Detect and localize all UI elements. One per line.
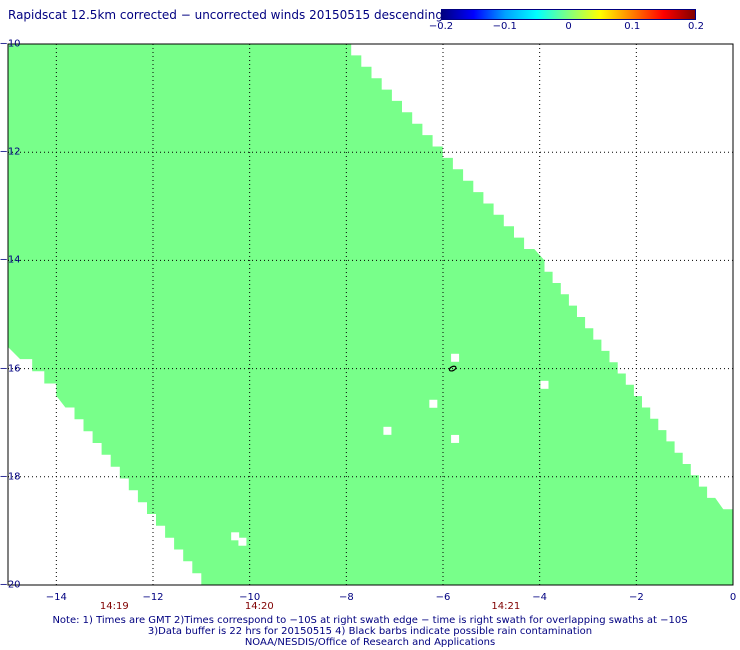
lon-tick-label: −4 <box>532 592 548 603</box>
colorbar-tick-label: −0.2 <box>428 21 454 32</box>
note-line-3: NOAA/NESDIS/Office of Research and Appli… <box>244 637 496 648</box>
lon-tick-label: −10 <box>239 592 261 603</box>
time-label: 14:21 <box>491 601 521 612</box>
missing-data-cell <box>231 532 240 541</box>
swath-layer <box>8 44 733 585</box>
lon-tick-label: −12 <box>142 592 164 603</box>
missing-data-cell <box>451 353 460 362</box>
lon-tick-label: −14 <box>45 592 67 603</box>
colorbar-tick-label: −0.1 <box>492 21 517 32</box>
lat-tick-label: −20 <box>0 579 21 591</box>
map-frame <box>7 43 734 586</box>
colorbar-tick-label: 0 <box>565 21 572 32</box>
colorbar-tick-label: 0.2 <box>688 21 704 32</box>
wind-swath <box>8 44 733 585</box>
lat-tick-label: −10 <box>0 38 21 50</box>
colorbar <box>441 9 696 20</box>
missing-data-cell <box>540 380 549 389</box>
missing-data-cell <box>383 426 392 435</box>
lon-tick-label: 0 <box>729 592 737 603</box>
note-line-1: Note: 1) Times are GMT 2)Times correspon… <box>52 615 688 626</box>
map-title: Rapidscat 12.5km corrected − uncorrected… <box>8 8 443 22</box>
time-label: 14:20 <box>244 601 274 612</box>
lon-tick-label: −2 <box>628 592 644 603</box>
missing-data-cell <box>238 537 247 546</box>
colorbar-tick-label: 0.1 <box>624 21 641 32</box>
lat-tick-label: −16 <box>0 363 21 375</box>
lat-tick-label: −14 <box>0 254 21 266</box>
missing-data-cell <box>429 399 438 408</box>
note-line-2: 3)Data buffer is 22 hrs for 20150515 4) … <box>147 626 593 637</box>
marks-layer <box>448 365 457 372</box>
rain-barb <box>448 365 457 372</box>
lat-tick-label: −18 <box>0 471 21 483</box>
lon-tick-label: −6 <box>435 592 451 603</box>
lon-tick-label: −8 <box>338 592 354 603</box>
missing-data-cell <box>451 434 460 443</box>
lat-tick-label: −12 <box>0 146 21 158</box>
time-label: 14:19 <box>99 601 129 612</box>
